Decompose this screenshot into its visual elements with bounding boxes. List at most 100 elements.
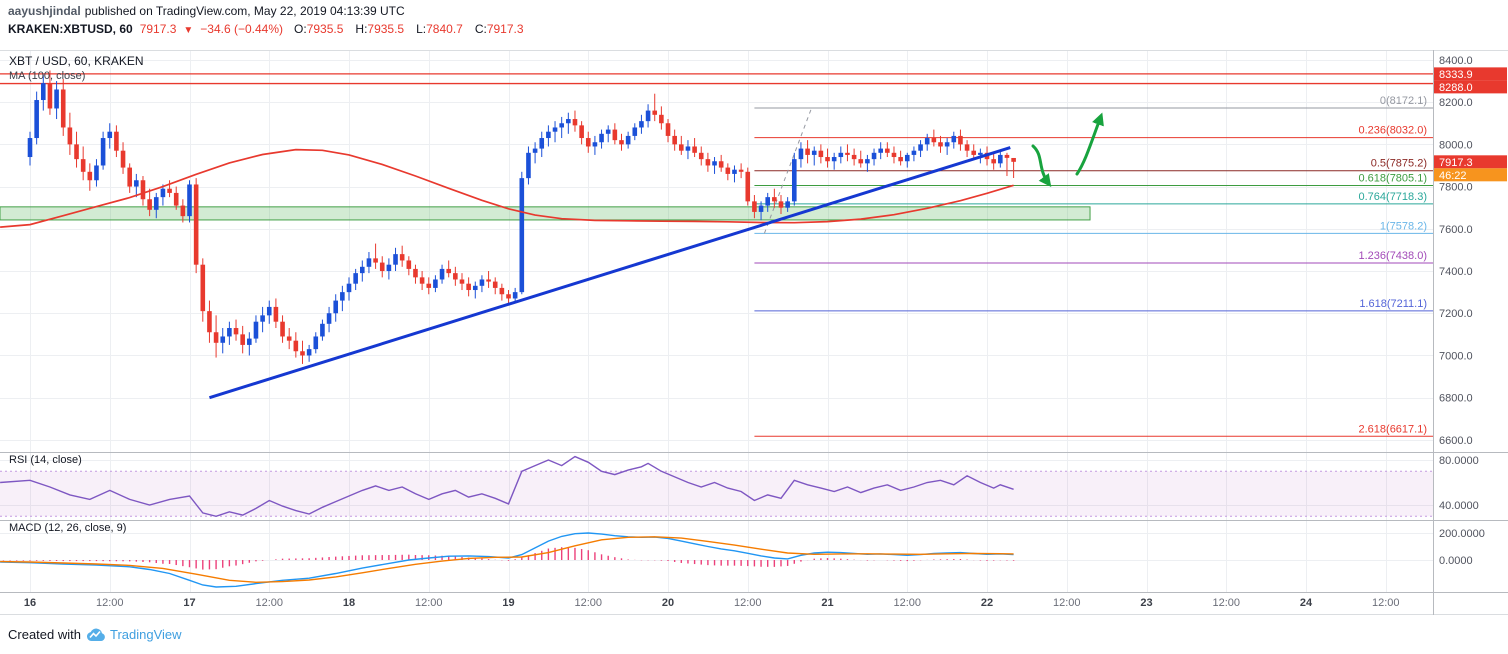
pane-separators — [0, 50, 1508, 615]
candle-body — [140, 180, 146, 200]
macd-tick-label: 200.0000 — [1439, 528, 1485, 540]
candle-body — [286, 336, 292, 341]
candle-body — [433, 279, 438, 288]
candle-body — [227, 328, 232, 337]
bar-countdown-badge: 46:22 — [1434, 168, 1507, 182]
time-tick-label: 24 — [1300, 597, 1313, 609]
rsi-band — [0, 471, 1433, 517]
chart-area: 0(8172.1) 0.236(8032.0) 0.5(7875.2) 0.618(7… — [0, 50, 1508, 615]
candle-body — [679, 144, 684, 151]
candle-body — [599, 133, 604, 143]
candle-body — [805, 148, 810, 155]
price-tick-label: 8400.0 — [1439, 55, 1473, 67]
candle-body — [639, 121, 644, 128]
candle-body — [944, 142, 950, 147]
candle-body — [572, 119, 578, 126]
candle-body — [712, 161, 717, 166]
fib-level-label: 1.236(7438.0) — [1359, 250, 1428, 262]
candle-body — [705, 159, 711, 166]
candle-body — [738, 169, 744, 172]
candle-body — [220, 336, 226, 343]
fib-level-label: 0.618(7805.1) — [1359, 173, 1428, 185]
candle-body — [692, 146, 697, 153]
candle-body — [100, 138, 106, 166]
candle-body — [333, 300, 339, 314]
candle-body — [745, 171, 751, 202]
candle-body — [486, 279, 491, 282]
candle-body — [772, 197, 777, 202]
candle-body — [725, 167, 731, 174]
candle-body — [439, 268, 445, 280]
last-price-value: 7917.3 — [139, 22, 177, 36]
candle-body — [552, 127, 558, 132]
candle-body — [539, 138, 545, 149]
candle-body — [672, 135, 677, 145]
tradingview-cloud-icon — [86, 628, 105, 641]
candle-body — [546, 131, 551, 139]
fib-level-label: 0(8172.1) — [1380, 95, 1427, 107]
candle-body — [27, 138, 33, 158]
candle-body — [665, 123, 671, 136]
tradingview-logo[interactable]: TradingView — [86, 627, 182, 642]
candle-body — [207, 311, 212, 333]
candle-body — [426, 283, 432, 288]
candle-body — [213, 332, 219, 343]
author-link[interactable]: aayushjindal — [8, 4, 81, 18]
candle-body — [94, 165, 99, 181]
drawn-arrow — [1075, 112, 1104, 176]
gridlines — [0, 50, 1433, 592]
low-value: L:7840.7 — [416, 22, 463, 36]
candle-body — [406, 260, 412, 269]
resistance-price-badge: 8288.0 — [1434, 80, 1507, 94]
candle-body — [459, 279, 465, 284]
candle-body — [964, 144, 970, 151]
price-tick-label: 6600.0 — [1439, 435, 1473, 447]
time-tick-label: 22 — [981, 597, 993, 609]
candle-body — [645, 110, 651, 122]
price-tick-label: 7400.0 — [1439, 266, 1473, 278]
candle-body — [353, 273, 358, 284]
candle-body — [585, 138, 591, 147]
footer: Created with TradingView — [0, 615, 1508, 654]
candle-body — [193, 184, 199, 265]
candle-body — [865, 159, 870, 164]
support-zone — [0, 206, 1091, 221]
candle-body — [127, 167, 132, 187]
price-tick-label: 8000.0 — [1439, 139, 1473, 151]
candle-body — [320, 323, 325, 337]
fib-trend-dashed-line — [763, 107, 813, 234]
open-value: O:7935.5 — [294, 22, 344, 36]
candle-body — [698, 152, 704, 160]
time-tick-label: 12:00 — [734, 597, 762, 609]
svg-text:8288.0: 8288.0 — [1439, 82, 1473, 94]
fib-level-label: 1(7578.2) — [1380, 220, 1427, 232]
candle-body — [579, 125, 584, 139]
candle-body — [419, 277, 425, 284]
price-tick-label: 6800.0 — [1439, 393, 1473, 405]
candle-body — [838, 152, 844, 158]
candle-body — [54, 89, 59, 109]
candle-body — [512, 292, 518, 299]
candle-body — [34, 100, 39, 139]
candle-body — [413, 268, 418, 278]
candle-body — [60, 89, 66, 128]
attribution-bar: aayushjindal published on TradingView.co… — [0, 0, 1508, 22]
candle-body — [752, 201, 757, 212]
candle-body — [393, 254, 398, 265]
candle-body — [632, 127, 638, 136]
candle-body — [911, 150, 917, 155]
candle-body — [526, 152, 531, 179]
candle-body — [260, 315, 265, 322]
price-tick-label: 7200.0 — [1439, 308, 1473, 320]
candle-body — [825, 157, 830, 162]
time-tick-label: 23 — [1140, 597, 1152, 609]
time-tick-label: 12:00 — [1213, 597, 1241, 609]
symbol-info-bar: KRAKEN:XBTUSD, 60 7917.3 ▼ −34.6 (−0.44%… — [0, 22, 1508, 50]
candle-body — [811, 150, 817, 155]
candle-body — [114, 131, 119, 151]
ma100-line — [0, 148, 1014, 228]
candle-body — [346, 283, 352, 293]
rsi-line — [0, 455, 1014, 518]
candle-body — [233, 328, 239, 335]
candle-body — [326, 313, 332, 324]
